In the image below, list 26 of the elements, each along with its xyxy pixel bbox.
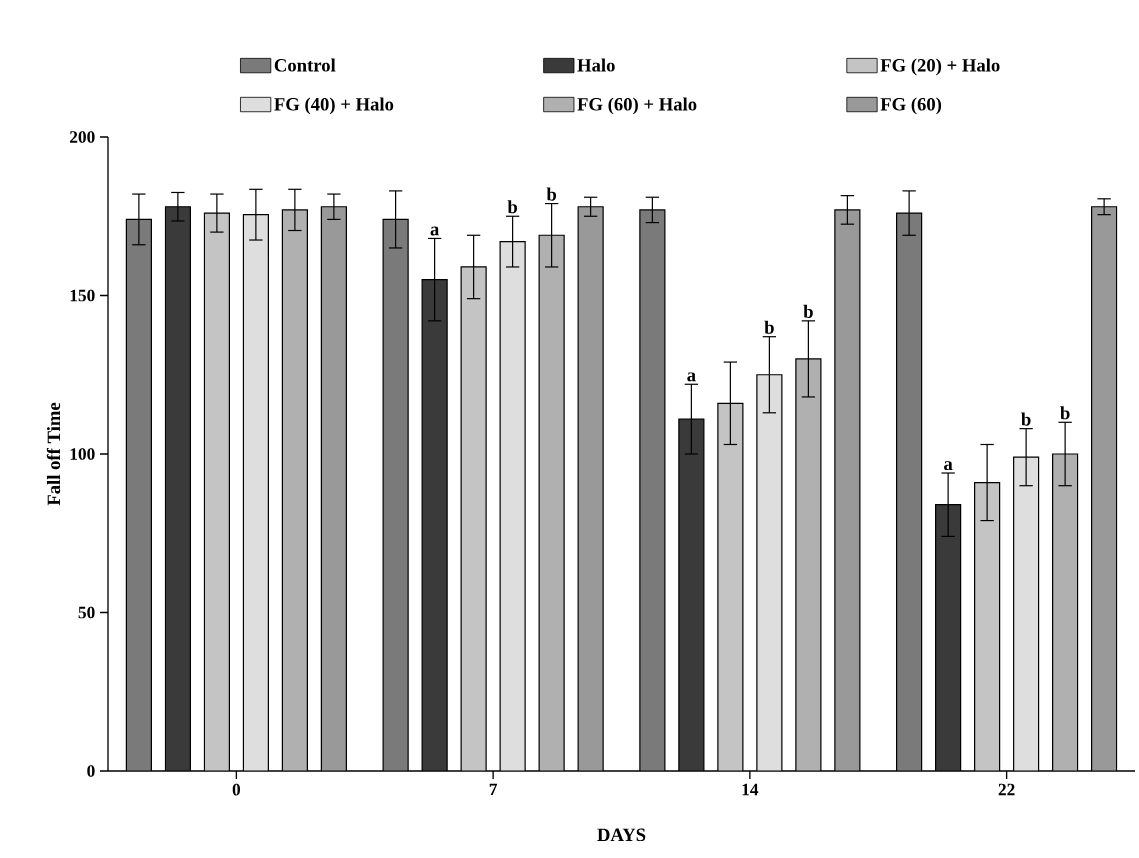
x-tick-label: 7 <box>489 783 498 796</box>
y-tick-label: 200 <box>70 131 95 143</box>
legend-label: Control <box>274 58 336 72</box>
x-axis-title: DAYS <box>597 828 646 842</box>
y-axis-title: Fall off Time <box>46 402 61 506</box>
data-label: b <box>507 200 518 214</box>
x-tick-label: 22 <box>998 783 1015 796</box>
legend-label: FG (60) <box>880 97 942 115</box>
y-tick-label: 150 <box>70 289 95 302</box>
data-label: a <box>430 226 440 236</box>
y-tick-label: 0 <box>87 765 95 777</box>
data-label: b <box>1060 406 1070 420</box>
x-tick-label: 14 <box>742 783 759 796</box>
data-label: a <box>687 372 696 382</box>
legend-label: Halo <box>577 58 615 72</box>
legend-label: FG (40) + Halo <box>274 97 394 115</box>
y-tick-label: 50 <box>78 606 95 619</box>
y-tick-label: 100 <box>70 448 95 460</box>
data-label: a <box>944 461 953 471</box>
data-label: b <box>546 187 557 201</box>
data-label: b <box>764 320 774 334</box>
x-tick-label: 0 <box>232 783 241 796</box>
data-label: b <box>1021 412 1031 426</box>
data-label: b <box>803 304 813 318</box>
legend-label: FG (20) + Halo <box>880 58 1000 76</box>
legend-label: FG (60) + Halo <box>577 97 697 115</box>
